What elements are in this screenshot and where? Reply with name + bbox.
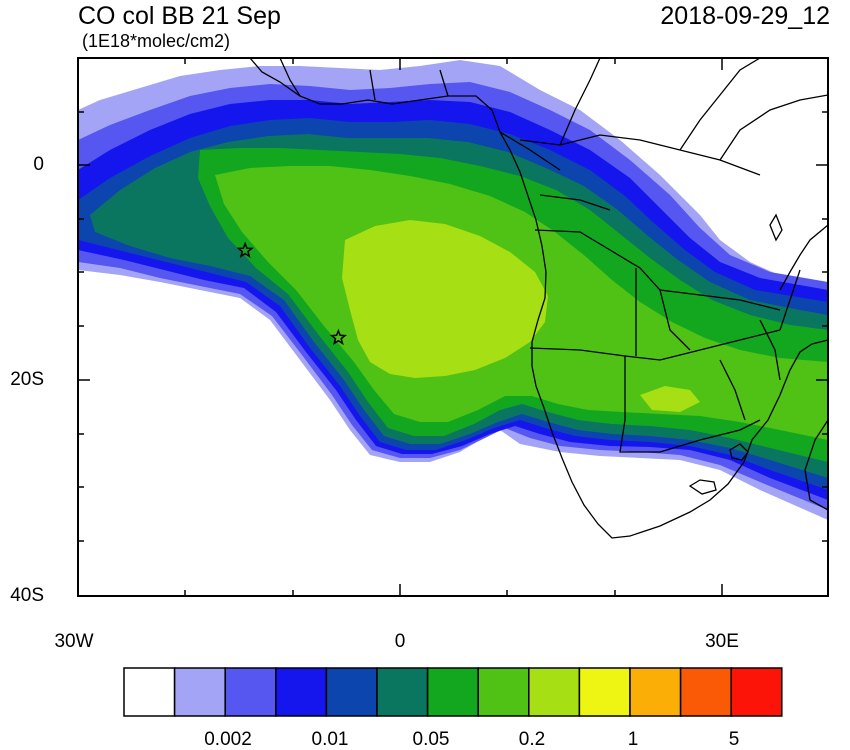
x-tick-label: 30W — [54, 631, 94, 652]
border-line-11 — [779, 269, 801, 331]
border-line-12 — [759, 319, 781, 381]
small-island — [688, 479, 717, 495]
colorbar-label: 1 — [627, 729, 639, 750]
border-line-7 — [679, 58, 761, 151]
x-tick-label: 0 — [394, 631, 406, 652]
africa-coastline — [249, 58, 828, 539]
colorbar-cell — [426, 667, 479, 717]
border-line-2 — [534, 229, 781, 311]
colorbar-cell — [578, 667, 631, 717]
colorbar-cell — [224, 667, 277, 717]
colorbar-cell — [629, 667, 682, 717]
border-line-10 — [719, 359, 746, 421]
colorbar-cell — [173, 667, 226, 717]
colorbar-label: 5 — [728, 729, 740, 750]
map-title: CO col BB 21 Sep — [78, 2, 281, 30]
border-line-14 — [369, 69, 376, 101]
colorbar-label: 0.05 — [412, 729, 450, 750]
border-line-15 — [439, 69, 449, 97]
x-tick-label: 30E — [705, 631, 739, 652]
border-line-3 — [529, 329, 781, 361]
timestamp-label: 2018-09-29_12 — [660, 2, 830, 30]
colorbar-label: 0.01 — [311, 729, 349, 750]
colorbar-cells — [123, 667, 783, 717]
map-frame — [77, 57, 829, 597]
lesotho-outline — [729, 443, 749, 461]
colorbar-cell — [123, 667, 176, 717]
axis-ticks — [77, 58, 828, 597]
border-line-6 — [559, 58, 601, 146]
marker-layer — [236, 241, 347, 346]
country-borders — [249, 58, 828, 539]
border-line-9 — [659, 289, 691, 351]
colorbar-cell — [679, 667, 732, 717]
colorbar-cell — [730, 667, 783, 717]
border-line-17 — [539, 194, 611, 211]
plume-band-8 — [342, 220, 548, 378]
y-tick-label: 0 — [33, 154, 44, 175]
border-line-16 — [499, 131, 561, 171]
east-africa-coastline — [779, 224, 828, 291]
star-marker — [236, 241, 254, 259]
border-line-4 — [619, 356, 761, 453]
colorbar-cell — [528, 667, 581, 717]
colorbar-label: 0.2 — [518, 729, 546, 750]
units-subtitle: (1E18*molec/cm2) — [82, 31, 231, 51]
colorbar-cell — [325, 667, 378, 717]
border-line-8 — [719, 94, 828, 161]
star-marker — [329, 328, 347, 346]
y-tick-label: 20S — [10, 369, 44, 390]
colorbar-cell — [477, 667, 530, 717]
colorbar-label: 0.002 — [204, 729, 252, 750]
plume-core-spot — [640, 386, 700, 412]
y-tick-label: 40S — [10, 585, 44, 606]
colorbar-cell — [275, 667, 328, 717]
border-line-13 — [279, 58, 301, 97]
colorbar-cell — [376, 667, 429, 717]
map-panel — [77, 57, 829, 597]
lake-outline — [769, 213, 783, 242]
madagascar-coastline — [804, 419, 828, 511]
co-plume — [78, 60, 828, 520]
